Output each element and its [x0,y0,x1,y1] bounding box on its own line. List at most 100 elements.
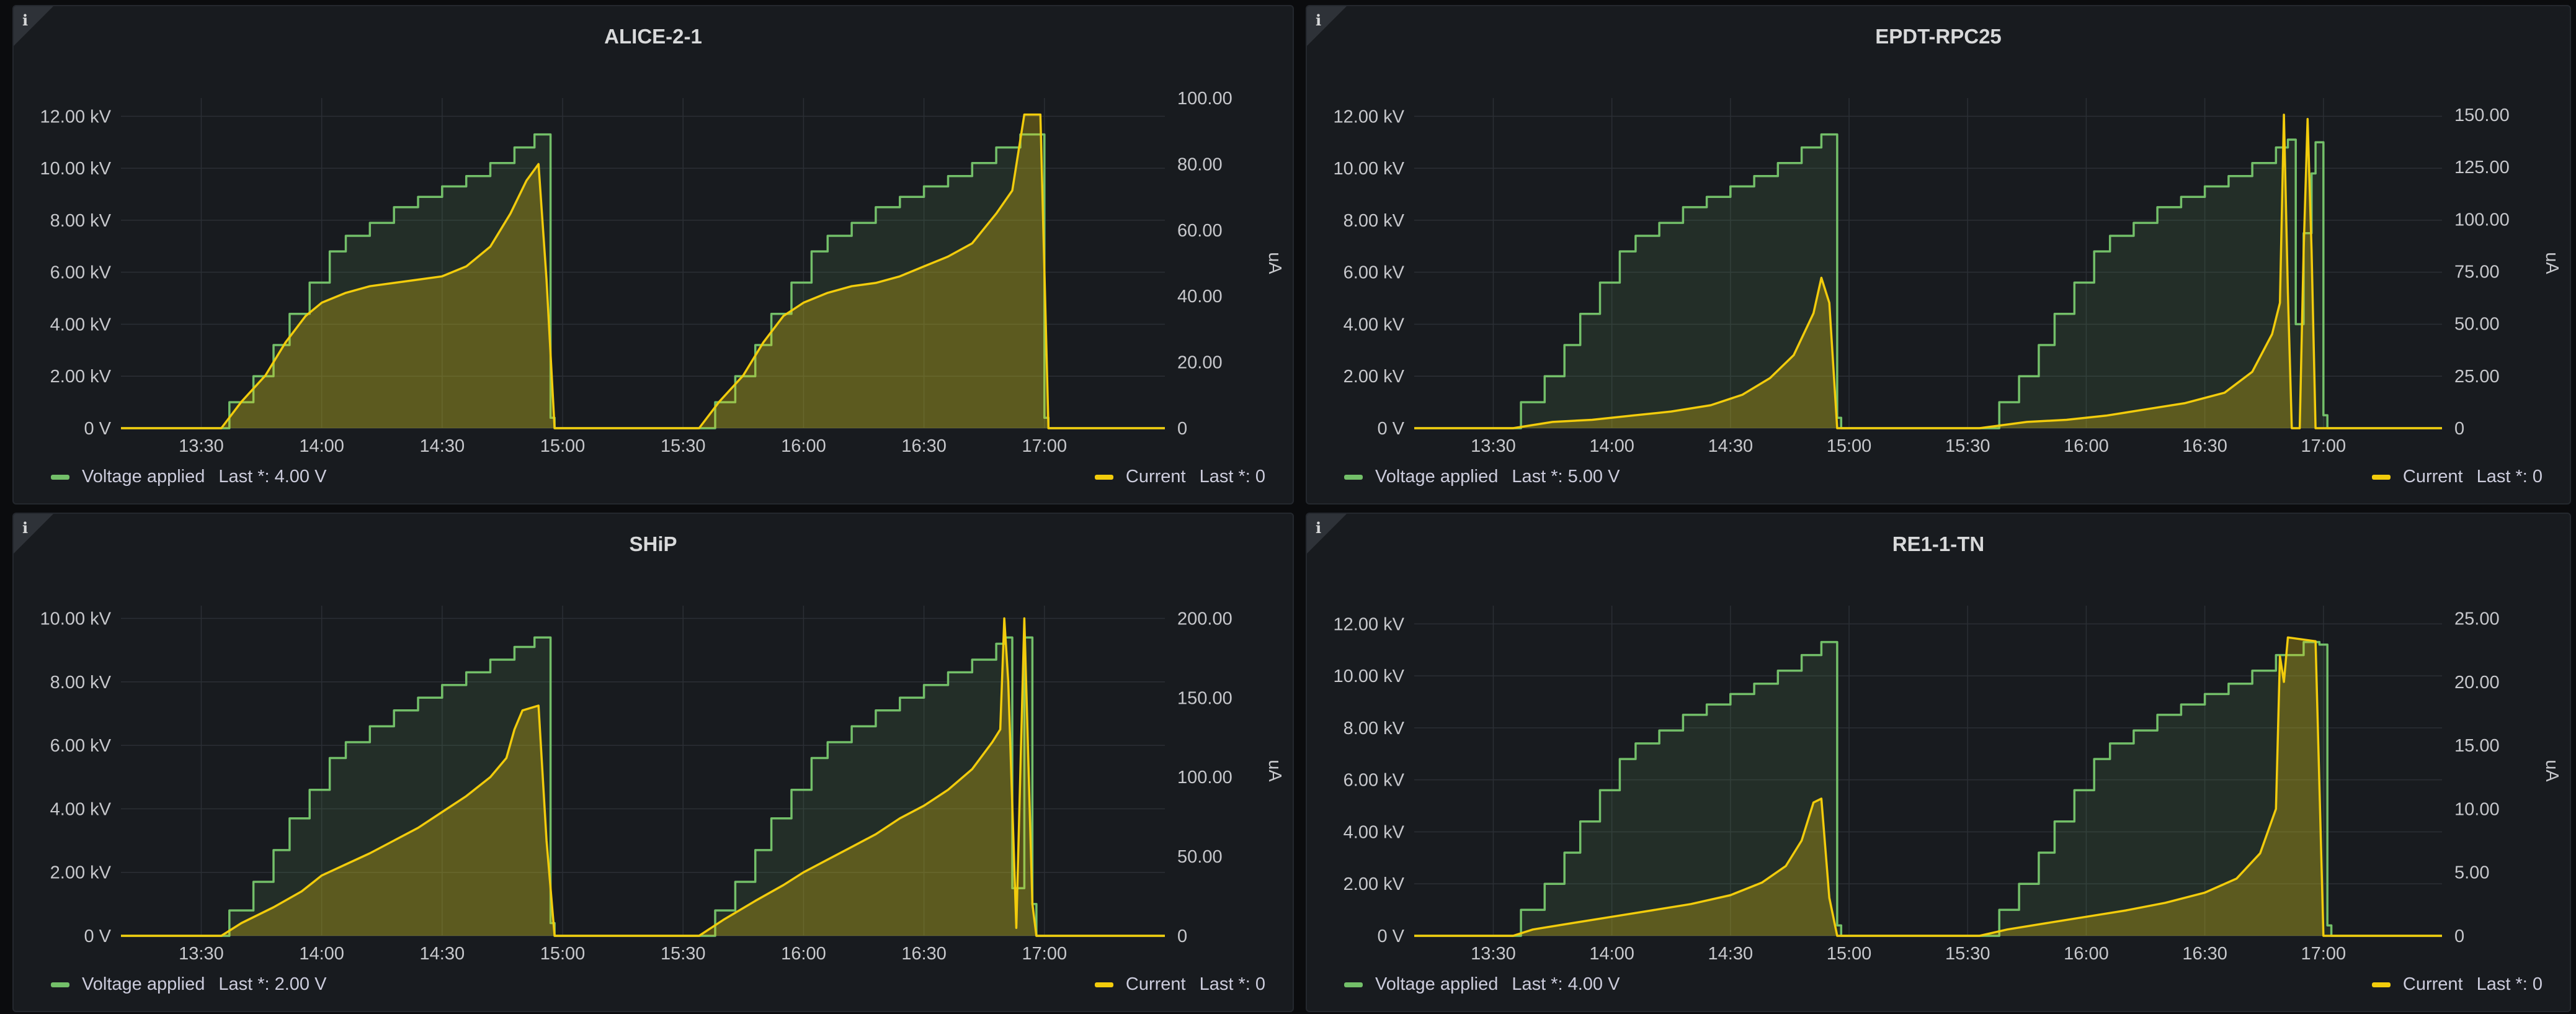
y-left-tick: 10.00 kV [40,609,112,629]
y-left-tick: 2.00 kV [50,863,112,883]
x-tick: 17:00 [1022,944,1067,964]
y-left-tick: 2.00 kV [1344,874,1405,894]
legend-voltage[interactable]: Voltage applied Last *: 5.00 V [1344,467,1620,487]
y-right-tick: 75.00 [2454,262,2500,282]
y-left-tick: 8.00 kV [50,211,112,231]
y-right-tick: 40.00 [1177,287,1223,307]
legend-voltage[interactable]: Voltage applied Last *: 2.00 V [51,974,326,995]
info-corner[interactable] [1307,514,1347,554]
x-tick: 14:00 [1589,944,1634,964]
info-icon[interactable]: i [1316,519,1322,537]
current-swatch [1094,982,1113,987]
panel-re1-1-tn: i RE1-1-TN 0 V 2.00 kV 4.00 kV 6.00 kV 8.00 … [1306,513,2571,1012]
x-tick: 14:00 [1589,436,1634,456]
legend-voltage-label: Voltage applied [1375,467,1499,487]
x-tick: 16:30 [901,944,947,964]
y-right-tick: 100.00 [1177,89,1232,109]
info-icon[interactable]: i [22,11,29,29]
y-right-tick: 50.00 [2454,315,2500,334]
voltage-applied-area [1414,134,2442,428]
y-right-tick: 80.00 [1177,155,1223,174]
info-icon[interactable]: i [22,519,29,537]
current-area [121,618,1165,936]
y-left-tick: 4.00 kV [1344,822,1405,842]
legend-current-label: Current [1125,974,1186,994]
legend-current-last: Last *: 0 [1199,974,1265,994]
legend-voltage-label: Voltage applied [82,467,205,487]
y-right-tick: 50.00 [1177,847,1223,867]
x-tick: 14:30 [420,944,465,964]
y-left-tick: 0 V [1377,419,1404,439]
legend-voltage[interactable]: Voltage applied Last *: 4.00 V [1344,974,1620,995]
info-corner[interactable] [1307,6,1347,46]
y-right-axis-label: uA [1265,760,1285,782]
panel-ship: i SHiP 0 V 2.00 kV 4.00 kV 6.00 kV 8.00 kV 10… [12,513,1294,1012]
info-corner[interactable] [14,6,53,46]
voltage-applied-area [121,637,1165,936]
chart-area: 0 V 2.00 kV 4.00 kV 6.00 kV 8.00 kV 10.00 kV 1… [1334,98,2562,456]
y-left-tick: 12.00 kV [40,107,112,127]
x-tick: 13:30 [179,944,224,964]
info-icon[interactable]: i [1316,11,1322,29]
legend-current-label: Current [2402,974,2463,994]
panel-alice-2-1: i ALICE-2-1 0 V 2.00 kV 4.00 kV 6.00 kV 8.00… [12,5,1294,505]
x-tick: 14:00 [299,436,344,456]
y-left-tick: 12.00 kV [1334,614,1405,634]
y-right-axis-label: uA [2542,760,2562,782]
chart-area: 0 V 2.00 kV 4.00 kV 6.00 kV 8.00 kV 10.00 kV 0… [40,606,1285,964]
y-right-tick: 20.00 [2454,673,2500,693]
y-right-tick: 20.00 [1177,353,1223,373]
legend-current[interactable]: Current Last *: 0 [1094,974,1265,995]
y-left-tick: 6.00 kV [50,263,112,283]
x-tick: 15:30 [661,944,706,964]
x-tick: 15:30 [1945,944,1990,964]
y-left-tick: 2.00 kV [1344,367,1405,387]
x-tick: 15:30 [1945,436,1990,456]
x-tick: 13:30 [179,436,224,456]
voltage-swatch [1344,982,1363,987]
y-left-tick: 8.00 kV [1344,211,1405,231]
voltage-swatch [1344,474,1363,480]
voltage-applied-line [1414,133,2442,429]
y-right-tick: 0 [1177,419,1187,439]
x-tick: 16:00 [2064,436,2109,456]
info-corner[interactable] [14,514,53,554]
legend-current[interactable]: Current Last *: 0 [2371,467,2543,487]
legend-voltage-last: Last *: 5.00 V [1512,467,1620,487]
current-line [121,113,1165,429]
voltage-swatch [51,474,69,480]
x-tick: 16:30 [901,436,947,456]
y-right-tick: 0 [2454,419,2464,439]
legend-current-label: Current [1125,467,1186,487]
y-right-tick: 5.00 [2454,863,2489,883]
x-tick: 17:00 [2301,436,2346,456]
y-left-tick: 6.00 kV [50,736,112,756]
x-tick: 13:30 [1471,944,1516,964]
x-tick: 15:00 [1827,436,1872,456]
legend-voltage[interactable]: Voltage applied Last *: 4.00 V [51,467,326,487]
current-area [121,114,1165,428]
legend-current[interactable]: Current Last *: 0 [1094,467,1265,487]
y-right-tick: 15.00 [2454,736,2500,756]
y-right-axis-label: uA [1265,252,1285,274]
current-swatch [1094,474,1113,480]
panel-title: ALICE-2-1 [604,25,702,48]
y-left-tick: 6.00 kV [1344,771,1405,791]
x-tick: 15:00 [540,436,586,456]
legend-current[interactable]: Current Last *: 0 [2371,974,2543,995]
x-tick: 16:00 [2064,944,2109,964]
voltage-applied-area [121,134,1165,428]
x-tick: 15:00 [540,944,586,964]
y-right-tick: 200.00 [1177,609,1232,629]
y-right-axis-label: uA [2542,252,2562,274]
y-left-tick: 8.00 kV [50,673,112,693]
x-tick: 13:30 [1471,436,1516,456]
y-left-tick: 4.00 kV [1344,315,1405,334]
voltage-applied-line [121,636,1165,937]
x-tick: 17:00 [1022,436,1067,456]
x-tick: 14:30 [420,436,465,456]
x-tick: 14:30 [1708,944,1754,964]
panel-epdt-rpc25: i EPDT-RPC25 0 V 2.00 kV 4.00 kV 6.00 kV 8.0… [1306,5,2571,505]
y-right-tick: 25.00 [2454,367,2500,387]
y-left-tick: 2.00 kV [50,367,112,387]
